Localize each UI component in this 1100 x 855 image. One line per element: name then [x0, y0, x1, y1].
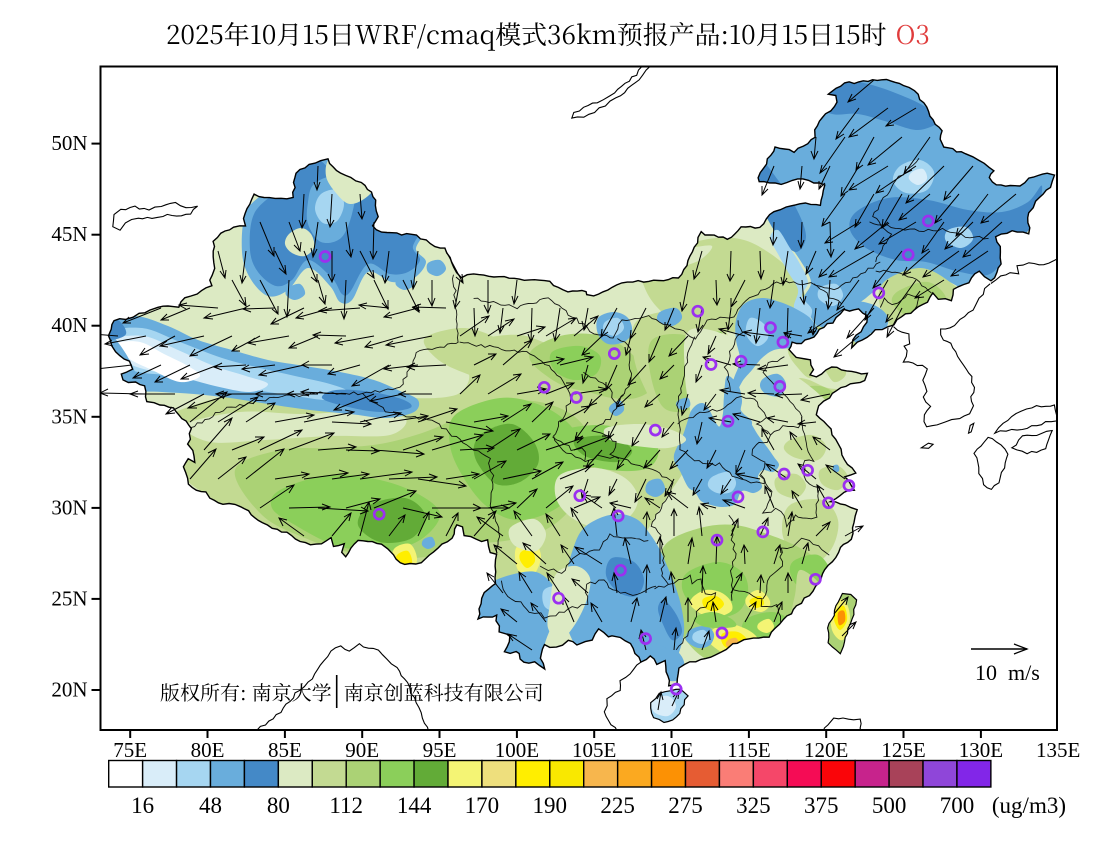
svg-text:375: 375	[804, 793, 839, 818]
svg-text:90E: 90E	[345, 738, 379, 762]
svg-text:80: 80	[267, 793, 290, 818]
svg-text:144: 144	[397, 793, 432, 818]
svg-text:30N: 30N	[51, 495, 87, 519]
svg-text:275: 275	[668, 793, 703, 818]
svg-text:20N: 20N	[51, 678, 87, 702]
svg-text:190: 190	[533, 793, 568, 818]
svg-text:700: 700	[940, 793, 975, 818]
svg-text:170: 170	[465, 793, 500, 818]
svg-text:40N: 40N	[51, 313, 87, 337]
svg-text:16: 16	[131, 793, 154, 818]
svg-text:75E: 75E	[113, 738, 147, 762]
svg-text:(ug/m3): (ug/m3)	[992, 793, 1066, 818]
svg-text:45N: 45N	[51, 222, 87, 246]
svg-text:120E: 120E	[804, 738, 848, 762]
svg-text:325: 325	[736, 793, 771, 818]
svg-text:35N: 35N	[51, 404, 87, 428]
svg-text:105E: 105E	[572, 738, 616, 762]
svg-text:112: 112	[329, 793, 363, 818]
svg-text:48: 48	[199, 793, 222, 818]
svg-text:85E: 85E	[268, 738, 302, 762]
svg-text:125E: 125E	[881, 738, 925, 762]
svg-text:110E: 110E	[650, 738, 694, 762]
svg-text:95E: 95E	[423, 738, 457, 762]
svg-text:115E: 115E	[727, 738, 771, 762]
svg-text:130E: 130E	[959, 738, 1003, 762]
svg-text:50N: 50N	[51, 131, 87, 155]
svg-text:10 m/s: 10 m/s	[975, 660, 1040, 685]
svg-text:80E: 80E	[191, 738, 225, 762]
svg-text:500: 500	[872, 793, 907, 818]
svg-text:135E: 135E	[1036, 738, 1080, 762]
svg-text:100E: 100E	[495, 738, 539, 762]
svg-text:25N: 25N	[51, 586, 87, 610]
svg-text:225: 225	[600, 793, 635, 818]
